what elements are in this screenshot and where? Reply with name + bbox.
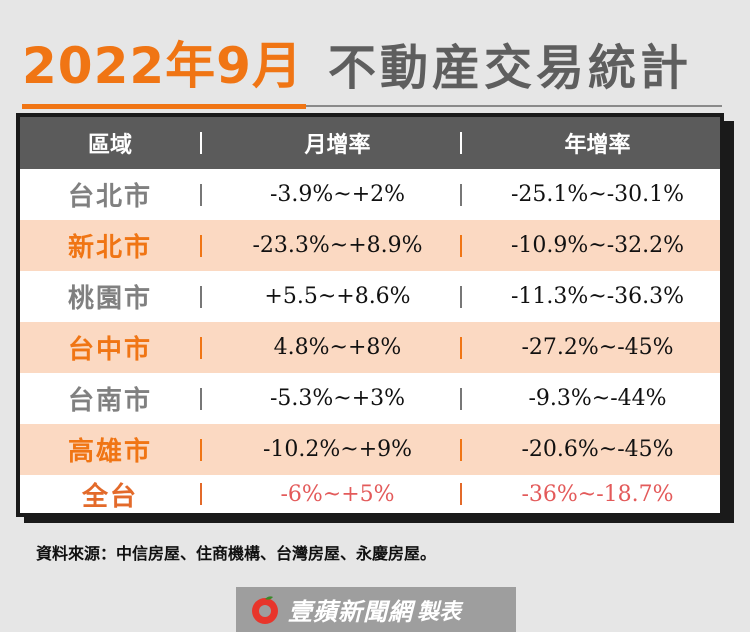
stats-table: 區域 月增率 年增率 台北市 -3.9%~+2% -25.1%~-30.1% 新… — [16, 113, 724, 517]
column-divider — [200, 336, 202, 359]
monthly-cell: -23.3%~+8.9% — [252, 233, 423, 258]
monthly-cell: -6%~+5% — [280, 481, 395, 507]
region-cell: 全台 — [81, 481, 138, 512]
region-cell: 台南市 — [67, 386, 152, 416]
region-cell: 新北市 — [67, 233, 152, 263]
yearly-cell: -11.3%~-36.3% — [510, 284, 685, 309]
column-divider — [200, 234, 202, 257]
monthly-cell: -5.3%~+3% — [269, 386, 406, 411]
column-divider — [460, 387, 462, 410]
column-divider — [460, 132, 462, 154]
region-cell: 高雄市 — [67, 437, 152, 467]
header-yearly: 年增率 — [564, 132, 631, 158]
monthly-cell: -3.9%~+2% — [269, 182, 406, 207]
apple-logo-icon — [252, 595, 278, 624]
column-divider — [200, 387, 202, 410]
column-divider — [460, 336, 462, 359]
monthly-cell: -10.2%~+9% — [262, 437, 413, 462]
table-row: 桃園市 +5.5~+8.6% -11.3%~-36.3% — [20, 271, 720, 322]
table-row: 台中市 4.8%~+8% -27.2%~-45% — [20, 322, 720, 373]
yearly-cell: -27.2%~-45% — [521, 335, 674, 360]
header-monthly: 月增率 — [304, 132, 371, 158]
header-region: 區域 — [87, 132, 132, 158]
column-divider — [460, 438, 462, 461]
title-row: 2022年9月 不動産交易統計 — [22, 22, 732, 102]
yearly-cell: -9.3%~-44% — [528, 386, 667, 411]
monthly-cell: 4.8%~+8% — [273, 335, 402, 360]
yearly-cell: -10.9%~-32.2% — [510, 233, 685, 258]
brand-footer: 壹蘋新聞網 製表 — [236, 587, 516, 632]
column-divider — [460, 285, 462, 308]
table-row: 台南市 -5.3%~+3% -9.3%~-44% — [20, 373, 720, 424]
table-header: 區域 月增率 年增率 — [20, 117, 720, 169]
monthly-cell: +5.5~+8.6% — [264, 284, 411, 309]
column-divider — [460, 483, 462, 505]
column-divider — [200, 438, 202, 461]
source-note: 資料來源：中信房屋、住商機構、台灣房屋、永慶房屋。 — [36, 544, 437, 563]
page-title: 不動産交易統計 — [328, 40, 693, 96]
column-divider — [200, 483, 202, 505]
region-cell: 桃園市 — [67, 284, 152, 314]
column-divider — [200, 285, 202, 308]
table-row: 新北市 -23.3%~+8.9% -10.9%~-32.2% — [20, 220, 720, 271]
title-date: 2022年9月 — [22, 37, 303, 95]
region-cell: 台中市 — [67, 335, 152, 365]
brand-suffix: 製表 — [417, 598, 462, 625]
title-underline — [306, 105, 722, 107]
table-row: 高雄市 -10.2%~+9% -20.6%~-45% — [20, 424, 720, 475]
region-cell: 台北市 — [67, 182, 152, 212]
table-row: 台北市 -3.9%~+2% -25.1%~-30.1% — [20, 169, 720, 220]
yearly-cell: -25.1%~-30.1% — [510, 182, 685, 207]
yearly-cell: -36%~-18.7% — [521, 481, 674, 507]
column-divider — [460, 234, 462, 257]
column-divider — [200, 183, 202, 206]
column-divider — [460, 183, 462, 206]
brand-name: 壹蘋新聞網 — [288, 598, 413, 626]
yearly-cell: -20.6%~-45% — [521, 437, 674, 462]
column-divider — [200, 132, 202, 154]
table-row-total: 全台 -6%~+5% -36%~-18.7% — [20, 475, 720, 513]
title-underline-accent — [22, 104, 306, 109]
